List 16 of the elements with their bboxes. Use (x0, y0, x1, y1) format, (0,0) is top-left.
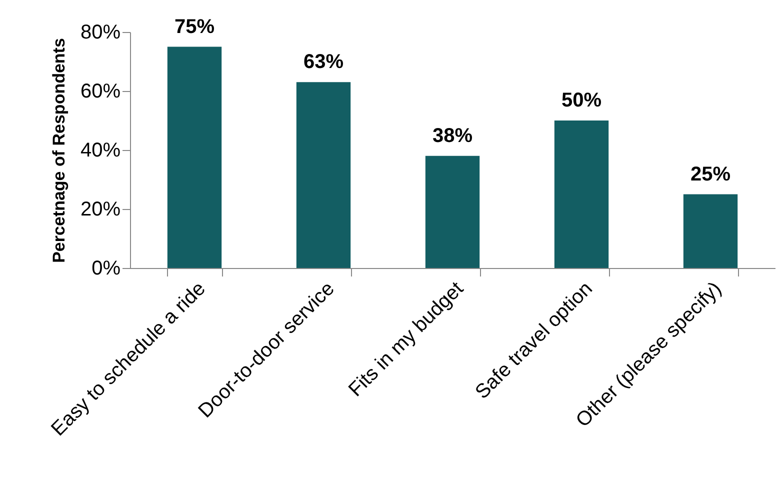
bar (425, 156, 480, 268)
data-label: 38% (432, 124, 473, 147)
data-label: 75% (174, 16, 215, 38)
bar (554, 120, 609, 268)
y-axis-title: Percetnage of Respondents (49, 38, 68, 263)
y-tick-label: 40% (80, 140, 121, 162)
data-label: 63% (303, 51, 344, 74)
y-tick-label: 60% (80, 80, 121, 102)
bar (683, 194, 738, 268)
data-label: 50% (561, 90, 602, 112)
bar (167, 46, 222, 268)
y-tick-label: 20% (80, 198, 121, 220)
data-label: 25% (690, 163, 731, 186)
y-tick-label: 80% (80, 22, 121, 44)
y-tick-label: 0% (92, 258, 121, 280)
bar (296, 82, 351, 268)
